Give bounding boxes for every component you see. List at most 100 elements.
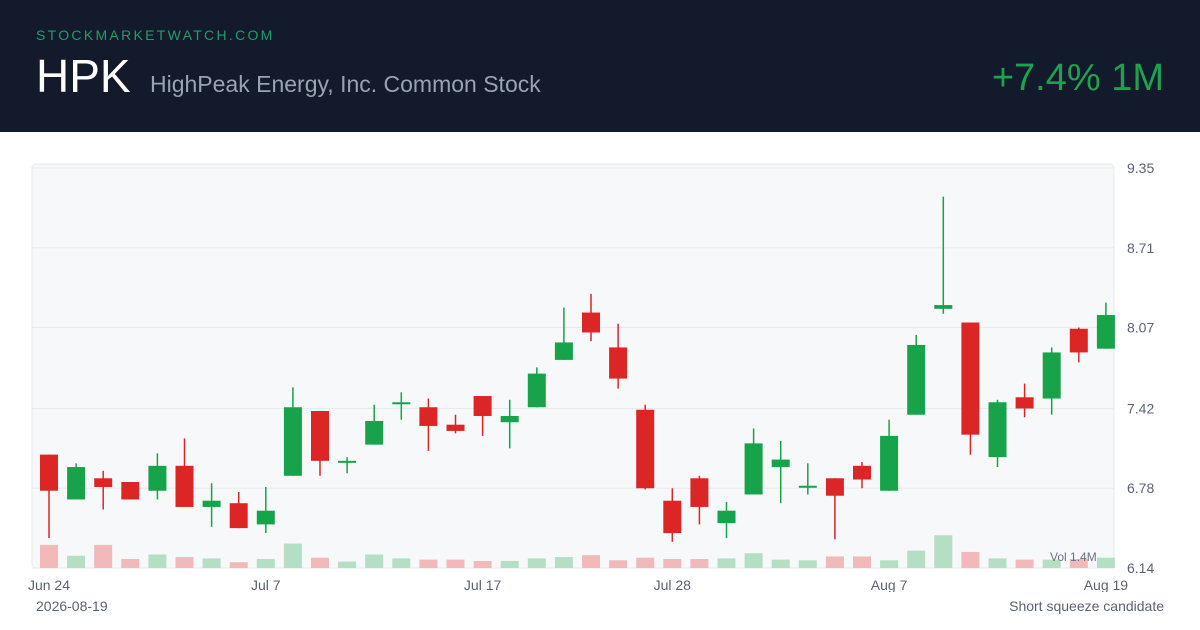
y-tick-label: 6.78 <box>1127 480 1154 496</box>
candle-body <box>283 407 302 476</box>
volume-bar <box>148 554 167 568</box>
candle-body <box>121 482 140 500</box>
y-tick-label: 8.71 <box>1127 240 1154 256</box>
candle-body <box>582 312 600 333</box>
candle-body <box>446 424 465 431</box>
candles <box>40 196 1115 542</box>
candle-body <box>365 420 384 445</box>
x-tick-label: Aug 19 <box>1084 577 1129 592</box>
candle-body <box>663 500 682 534</box>
candlestick-chart: 9.35 8.71 8.07 7.42 6.78 6.14 Jun 24 Jul 7 Jul … <box>28 160 1154 592</box>
company-name: HighPeak Energy, Inc. Common Stock <box>150 71 541 97</box>
y-tick-label: 9.35 <box>1127 160 1154 176</box>
y-tick-label: 6.14 <box>1127 560 1154 576</box>
candle-body <box>1069 328 1088 353</box>
y-tick-label: 8.07 <box>1127 320 1154 336</box>
volume-bar <box>40 544 58 568</box>
x-tick-label: Jul 28 <box>654 577 692 592</box>
volume-bar <box>636 557 655 568</box>
volume-bar <box>717 558 736 568</box>
candle-body <box>744 443 763 495</box>
volume-bar <box>1069 559 1088 568</box>
volume-bar <box>609 560 628 568</box>
x-tick-label: Jun 24 <box>28 577 70 592</box>
candle-body <box>717 510 736 524</box>
volume-bar <box>121 559 140 568</box>
volume-bar <box>446 559 465 568</box>
candle-body <box>67 467 86 500</box>
x-tick-label: Jul 7 <box>251 577 281 592</box>
volume-bar <box>771 559 790 568</box>
volume-bars <box>40 535 1115 568</box>
candle-body <box>175 465 194 507</box>
candle-body <box>636 409 655 489</box>
candle-body <box>473 396 492 416</box>
volume-bar <box>825 556 844 568</box>
candle-body <box>527 373 546 408</box>
candle-body <box>256 510 275 525</box>
volume-bar <box>1042 559 1061 568</box>
volume-bar <box>256 559 275 568</box>
candle-body <box>880 435 899 491</box>
candle-body <box>311 410 329 461</box>
y-tick-label: 7.42 <box>1127 400 1154 416</box>
volume-bar <box>527 558 546 568</box>
volume-label: Vol 1.4M <box>1050 550 1097 564</box>
volume-bar <box>798 560 817 568</box>
volume-bar <box>690 559 709 568</box>
candle-body <box>554 342 573 360</box>
volume-bar <box>202 558 221 568</box>
volume-bar <box>744 553 763 568</box>
header-bar: STOCKMARKETWATCH.COM HPK HighPeak Energy… <box>0 0 1200 132</box>
volume-bar <box>67 555 86 568</box>
candle-body <box>94 478 113 488</box>
price-change: +7.4% 1M <box>991 57 1164 99</box>
candle-body <box>798 485 817 488</box>
candle-body <box>500 415 519 423</box>
volume-bar <box>961 551 980 568</box>
y-axis: 9.35 8.71 8.07 7.42 6.78 6.14 <box>1127 160 1154 576</box>
candle-body <box>1096 315 1115 349</box>
candle-body <box>934 305 953 309</box>
volume-bar <box>392 558 411 568</box>
volume-bar <box>582 555 600 568</box>
site-name[interactable]: STOCKMARKETWATCH.COM <box>36 27 275 43</box>
ticker-symbol: HPK <box>36 50 131 102</box>
candle-body <box>609 347 628 379</box>
candle-body <box>419 407 438 426</box>
volume-bar <box>907 550 926 568</box>
chart-date: 2026-08-19 <box>36 598 108 614</box>
volume-bar <box>934 535 953 568</box>
candle-body <box>392 402 411 405</box>
candle-body <box>825 478 844 496</box>
volume-bar <box>338 561 357 568</box>
candle-body <box>853 465 871 480</box>
candle-body <box>148 465 167 491</box>
x-tick-label: Aug 7 <box>871 577 908 592</box>
candle-body <box>40 454 58 491</box>
volume-bar <box>229 562 248 568</box>
candle-body <box>229 503 248 529</box>
candle-body <box>771 459 790 468</box>
x-tick-label: Jul 17 <box>464 577 502 592</box>
candle-body <box>1015 397 1034 409</box>
candle-body <box>988 402 1007 458</box>
volume-bar <box>880 560 899 568</box>
candle-body <box>690 478 709 507</box>
volume-bar <box>311 557 329 568</box>
volume-bar <box>663 559 682 568</box>
volume-bar <box>419 559 438 568</box>
x-axis: Jun 24 Jul 7 Jul 17 Jul 28 Aug 7 Aug 19 <box>28 577 1128 592</box>
volume-bar <box>1015 559 1034 568</box>
volume-bar <box>500 560 519 568</box>
volume-bar <box>554 557 573 568</box>
volume-bar <box>283 543 302 568</box>
candle-body <box>1042 352 1061 399</box>
candle-body <box>202 500 221 507</box>
volume-bar <box>853 556 871 568</box>
plot-area <box>31 163 1115 569</box>
volume-bar <box>1096 557 1115 568</box>
candle-body <box>961 322 980 435</box>
volume-bar <box>365 554 384 568</box>
candle-body <box>338 460 357 463</box>
